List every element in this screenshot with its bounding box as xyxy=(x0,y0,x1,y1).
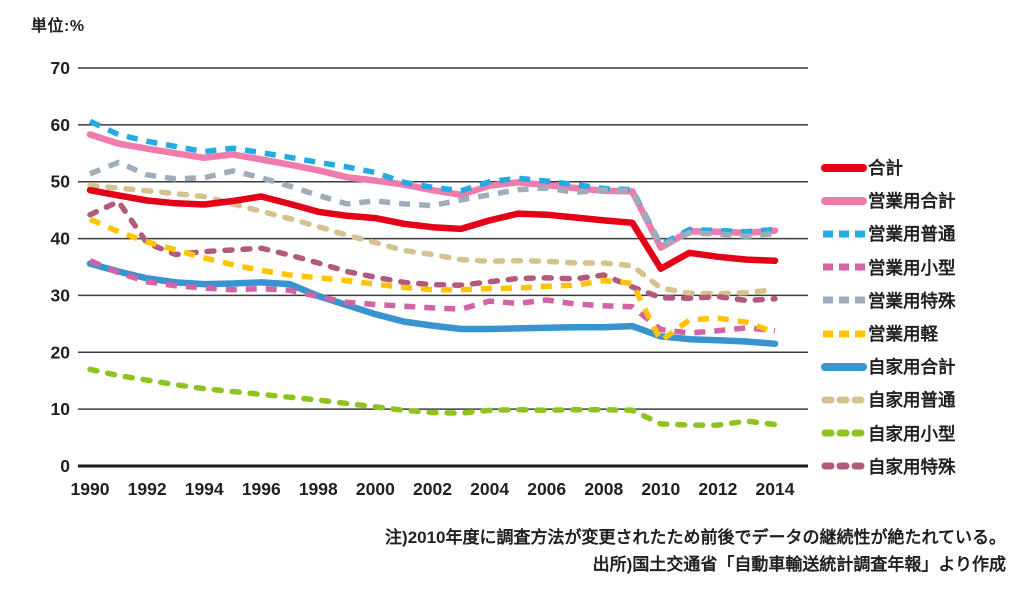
legend-swatch-7 xyxy=(821,396,867,404)
y-tick-label: 60 xyxy=(51,115,71,135)
series-line-5 xyxy=(88,216,776,344)
gridlines: 0 10 20 30 40 50 60 70 xyxy=(51,58,808,476)
x-tick-label: 1994 xyxy=(185,479,224,499)
x-tick-label: 2004 xyxy=(470,479,509,499)
legend-label-1: 営業用合計 xyxy=(868,191,956,212)
y-tick-label: 0 xyxy=(60,456,70,476)
x-tick-label: 2002 xyxy=(413,479,452,499)
legend-item-2: 営業用普通 xyxy=(821,217,1019,250)
series-line-1 xyxy=(86,131,779,251)
y-tick-label: 40 xyxy=(51,229,71,249)
legend-label-9: 自家用特殊 xyxy=(868,456,956,477)
legend-item-5: 営業用軽 xyxy=(821,317,1019,350)
x-tick-label: 2000 xyxy=(356,479,395,499)
legend-item-6: 自家用合計 xyxy=(821,350,1019,383)
series-line-0 xyxy=(86,186,779,272)
legend-label-2: 営業用普通 xyxy=(868,224,956,245)
legend-swatch-4 xyxy=(823,296,865,304)
y-tick-label: 20 xyxy=(51,342,71,362)
legend-item-9: 自家用特殊 xyxy=(821,450,1019,483)
legend-label-0: 合計 xyxy=(868,158,903,179)
legend-swatch-6 xyxy=(821,362,867,371)
legend-label-5: 営業用軽 xyxy=(868,324,938,345)
legend-item-1: 営業用合計 xyxy=(821,184,1019,217)
source-line: 出所)国土交通省「自動車輸送統計調査年報」より作成 xyxy=(592,555,1006,574)
x-tick-label: 2014 xyxy=(756,479,795,499)
x-tick-label: 2012 xyxy=(698,479,737,499)
series-line-7 xyxy=(87,182,778,297)
y-tick-label: 50 xyxy=(51,172,71,192)
legend-swatch-5 xyxy=(823,330,865,338)
legend-item-4: 営業用特殊 xyxy=(821,284,1019,317)
x-tick-label: 2008 xyxy=(584,479,623,499)
legend-item-0: 合計 xyxy=(821,151,1019,184)
series-line-6 xyxy=(86,260,779,348)
x-tick-label: 1990 xyxy=(71,479,110,499)
legend-swatch-8 xyxy=(821,429,867,437)
legend: 合計営業用合計営業用普通営業用小型営業用特殊営業用軽自家用合計自家用普通自家用小… xyxy=(821,151,1019,483)
legend-label-6: 自家用合計 xyxy=(868,357,956,378)
legend-swatch-1 xyxy=(821,196,867,205)
note-line: 注)2010年度に調査方法が変更されたため前後でデータの継続性が絶たれている。 xyxy=(385,528,1006,547)
x-tick-label: 2006 xyxy=(527,479,566,499)
y-tick-label: 70 xyxy=(51,58,71,78)
legend-swatch-0 xyxy=(821,163,867,172)
x-tick-label: 1996 xyxy=(242,479,281,499)
legend-label-8: 自家用小型 xyxy=(868,423,956,444)
series-line-3 xyxy=(88,258,776,336)
y-tick-label: 30 xyxy=(51,285,71,305)
legend-label-4: 営業用特殊 xyxy=(868,290,956,311)
legend-item-8: 自家用小型 xyxy=(821,417,1019,450)
x-tick-label: 2010 xyxy=(641,479,680,499)
unit-label: 単位:% xyxy=(31,18,85,35)
x-axis-labels: 1990 1992 1994 1996 1998 2000 2002 2004 2006 2008… xyxy=(71,479,795,499)
line-chart: 0 10 20 30 40 50 60 70 1990 1992 1994 1996 1998 2000 2… xyxy=(51,58,808,499)
legend-item-3: 営業用小型 xyxy=(821,251,1019,284)
legend-swatch-3 xyxy=(823,263,865,271)
legend-swatch-9 xyxy=(821,462,867,470)
legend-label-7: 自家用普通 xyxy=(868,390,956,411)
legend-item-7: 自家用普通 xyxy=(821,383,1019,416)
legend-label-3: 営業用小型 xyxy=(868,257,956,278)
x-tick-label: 1992 xyxy=(128,479,167,499)
series-line-8 xyxy=(87,366,778,428)
notes: 注)2010年度に調査方法が変更されたため前後でデータの継続性が絶たれている。 … xyxy=(385,524,1006,578)
y-tick-label: 10 xyxy=(51,399,71,419)
x-tick-label: 1998 xyxy=(299,479,338,499)
legend-swatch-2 xyxy=(823,230,865,238)
